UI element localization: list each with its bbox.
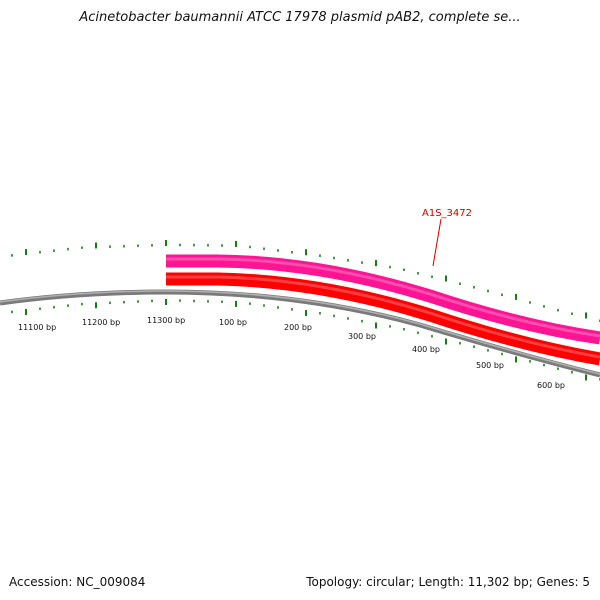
gene-inner-highlight [166,275,600,359]
bp-label-600: 600 bp [537,381,565,390]
bp-label-11200: 11200 bp [82,318,120,327]
gene-outer-highlight [166,257,600,338]
gene-A1S_3472-inner-strand[interactable] [166,272,600,366]
gene-A1S_3472-outer-strand[interactable] [166,254,600,345]
bp-label-400: 400 bp [412,345,440,354]
bp-label-100: 100 bp [219,318,247,327]
backbone-ring [0,289,600,378]
bp-label-200: 200 bp [284,323,312,332]
map-title: Acinetobacter baumannii ATCC 17978 plasm… [79,10,521,25]
bp-label-500: 500 bp [476,361,504,370]
gene-label-A1S_3472[interactable]: A1S_3472 [422,208,472,219]
summary-text: Topology: circular; Length: 11,302 bp; G… [306,575,590,589]
accession-text: Accession: NC_009084 [9,575,146,589]
outer-tick-ring [11,240,600,322]
bp-label-11100: 11100 bp [18,323,56,332]
bp-label-11300: 11300 bp [147,316,185,325]
backbone-ring-highlight [0,290,600,375]
inner-tick-ring [11,299,600,381]
gene-label-leader-line [432,218,442,267]
bp-label-300: 300 bp [348,332,376,341]
